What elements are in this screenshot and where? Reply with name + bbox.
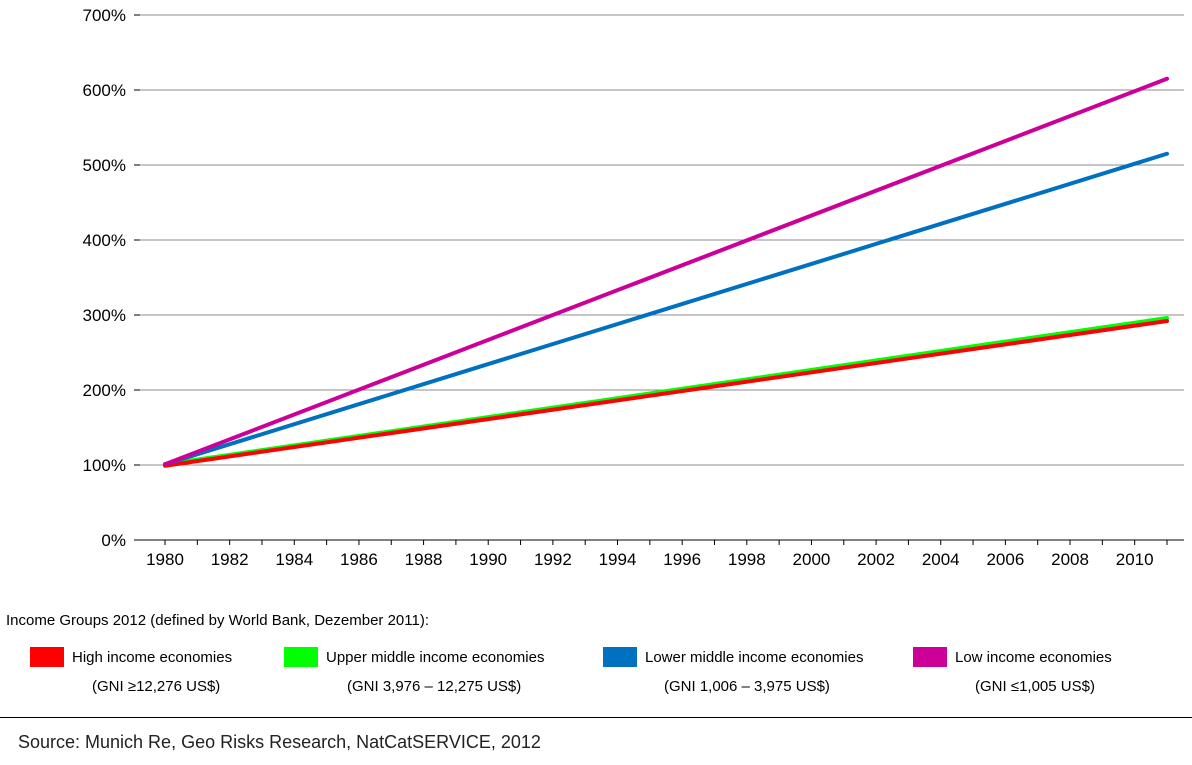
source-note: Source: Munich Re, Geo Risks Research, N… xyxy=(18,732,541,752)
x-tick-label: 2006 xyxy=(986,550,1024,569)
legend-swatch-red xyxy=(30,647,64,667)
legend-label: Lower middle income economies xyxy=(645,648,864,666)
y-tick-label: 300% xyxy=(83,306,126,325)
legend-range-low-income: (GNI ≤1,005 US$) xyxy=(975,678,1095,695)
x-tick-label: 1986 xyxy=(340,550,378,569)
x-tick-label: 2000 xyxy=(793,550,831,569)
legend-range-lower-middle-income: (GNI 1,006 – 3,975 US$) xyxy=(664,678,830,695)
y-tick-label: 0% xyxy=(101,531,126,550)
y-tick-label: 400% xyxy=(83,231,126,250)
x-tick-label: 2008 xyxy=(1051,550,1089,569)
series-lines xyxy=(163,76,1169,468)
legend-swatch-green xyxy=(284,647,318,667)
legend-range-high-income: (GNI ≥12,276 US$) xyxy=(92,678,221,695)
x-tick-label: 2002 xyxy=(857,550,895,569)
x-tick-label: 2010 xyxy=(1116,550,1154,569)
x-tick-label: 1980 xyxy=(146,550,184,569)
y-tick-label: 600% xyxy=(83,81,126,100)
y-tick-label: 700% xyxy=(83,6,126,25)
y-tick-label: 200% xyxy=(83,381,126,400)
y-tick-label: 100% xyxy=(83,456,126,475)
grid-lines xyxy=(134,14,1184,541)
legend-item-lower-middle-income: Lower middle income economies xyxy=(603,646,863,668)
legend-label: High income economies xyxy=(72,648,233,666)
x-tick-label: 1982 xyxy=(211,550,249,569)
legend-item-high-income: High income economies xyxy=(30,646,232,668)
legend-range-upper-middle-income: (GNI 3,976 – 12,275 US$) xyxy=(347,678,522,695)
x-tick-label: 1998 xyxy=(728,550,766,569)
series-line-lower-middle-income-economies xyxy=(163,151,1169,467)
legend-label: Upper middle income economies xyxy=(326,648,545,666)
line-chart: 0%100%200%300%400%500%600%700% 1980 1982 1… xyxy=(83,6,1184,569)
y-tick-label: 500% xyxy=(83,156,126,175)
x-tick-label: 1996 xyxy=(663,550,701,569)
legend-item-upper-middle-income: Upper middle income economies xyxy=(284,646,544,668)
x-tick-label: 1988 xyxy=(405,550,443,569)
y-axis: 0% 100% 200% 300% 400% 500% 600% 700% xyxy=(83,6,126,550)
series-line-high-income-economies xyxy=(163,319,1169,468)
legend-swatch-magenta xyxy=(913,647,947,667)
legend-label: Low income economies xyxy=(955,648,1112,666)
x-tick-label: 1990 xyxy=(469,550,507,569)
x-tick-label: 2004 xyxy=(922,550,960,569)
legend-swatch-blue xyxy=(603,647,637,667)
x-tick-label: 1994 xyxy=(599,550,637,569)
x-tick-label: 1992 xyxy=(534,550,572,569)
divider xyxy=(0,717,1192,718)
legend-item-low-income: Low income economies xyxy=(913,646,1112,668)
x-tick-label: 1984 xyxy=(275,550,313,569)
legend-title: Income Groups 2012 (defined by World Ban… xyxy=(6,612,430,629)
x-axis: 1980 1982 1984 1986 1988 1990 1992 1994 1996 1998… xyxy=(146,540,1168,569)
series-line-low-income-economies xyxy=(163,76,1169,467)
